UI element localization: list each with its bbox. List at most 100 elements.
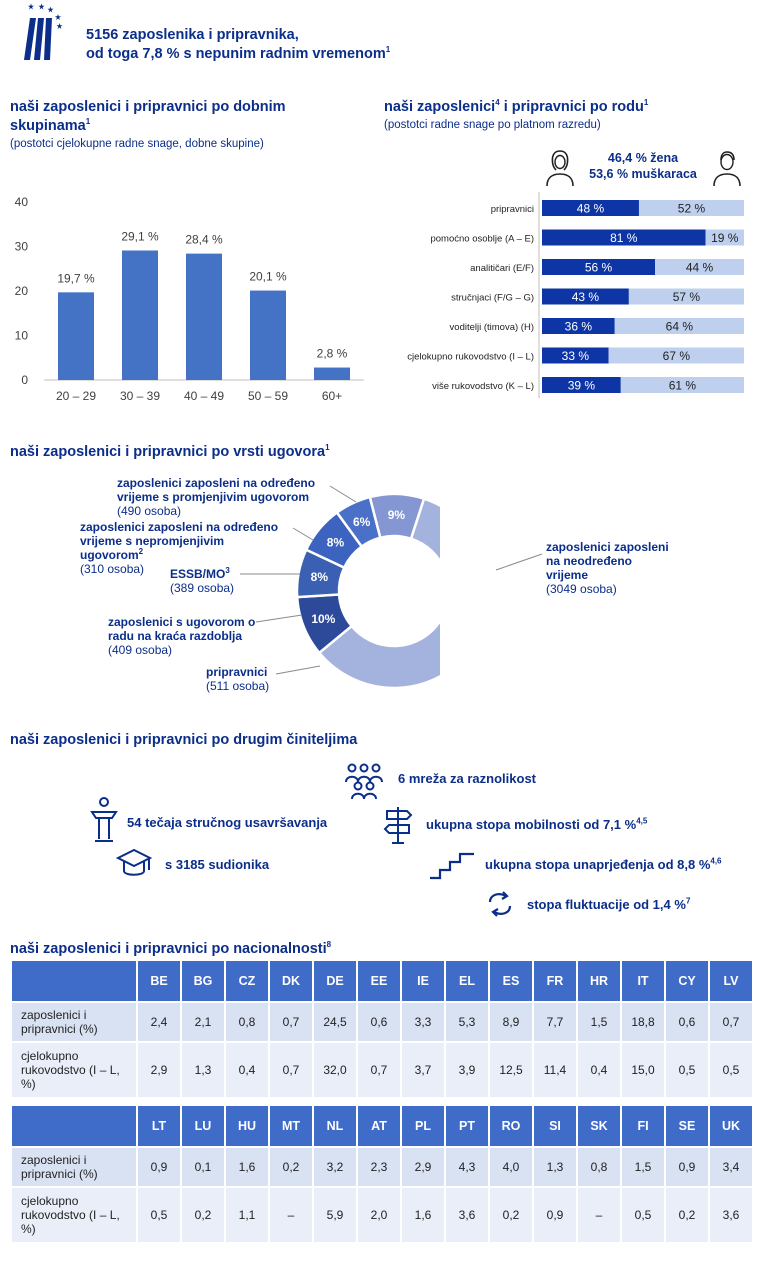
gender-bar-men bbox=[614, 318, 744, 334]
nationality-value-cell: 15,0 bbox=[622, 1041, 664, 1097]
nationality-value-cell: 0,6 bbox=[358, 1001, 400, 1041]
age-bar-value-label: 29,1 % bbox=[121, 230, 159, 244]
gender-category-label: pripravnici bbox=[491, 204, 534, 215]
label-trainees-count: (511 osoba) bbox=[206, 679, 270, 693]
gender-bar-men bbox=[608, 347, 744, 364]
nationality-value-cell: 0,9 bbox=[138, 1146, 180, 1186]
nationality-value-cell: 0,2 bbox=[666, 1186, 708, 1242]
country-code-cell: FI bbox=[622, 1106, 664, 1146]
label-short-contract: zaposlenici s ugovorom o radu na kraća r… bbox=[108, 615, 268, 657]
country-code-cell: LU bbox=[182, 1106, 224, 1146]
age-category-label: 40 – 49 bbox=[184, 389, 224, 403]
nationality-value-cell: 24,5 bbox=[314, 1001, 356, 1041]
label-trainees-text: pripravnici bbox=[206, 665, 268, 679]
age-ytick-label: 30 bbox=[15, 240, 29, 254]
nationality-value-cell: 2,9 bbox=[402, 1146, 444, 1186]
donut-slice-label: 9% bbox=[388, 508, 406, 522]
gender-bar-men bbox=[655, 259, 744, 275]
gender-bar-women bbox=[542, 259, 656, 275]
gender-women-label: 48 % bbox=[577, 202, 605, 216]
nationality-value-cell: 1,3 bbox=[534, 1146, 576, 1186]
age-bar bbox=[250, 290, 286, 380]
nationality-header-row: BE BG CZ DK DE EE IE EL ES FR HR IT CY LV bbox=[12, 961, 752, 1001]
gender-women-label: 43 % bbox=[572, 290, 600, 304]
donut-slice bbox=[317, 497, 440, 690]
gender-men-label: 44 % bbox=[686, 261, 714, 275]
turnover-arrows-icon bbox=[488, 891, 512, 917]
nationality-value-cell: 1,6 bbox=[402, 1186, 444, 1242]
country-code-cell: SI bbox=[534, 1106, 576, 1146]
gender-women-label: 81 % bbox=[610, 231, 638, 245]
label-fixed-contract: zaposlenici zaposleni na određeno vrijem… bbox=[80, 520, 290, 576]
country-code-cell: NL bbox=[314, 1106, 356, 1146]
gender-bar-women bbox=[542, 229, 706, 246]
nationality-value-cell: 1,6 bbox=[226, 1146, 268, 1186]
nationality-management-row: cjelokupno rukovodstvo (I – L, %) 0,5 0,2 1… bbox=[12, 1186, 752, 1242]
country-code-cell: RO bbox=[490, 1106, 532, 1146]
header-line1: 5156 zaposlenika i pripravnika, bbox=[86, 27, 299, 43]
age-ytick-label: 10 bbox=[15, 329, 29, 343]
country-code-cell: MT bbox=[270, 1106, 312, 1146]
country-code-cell: CY bbox=[666, 961, 708, 1001]
lectern-icon bbox=[90, 797, 118, 842]
mobility-value: ukupna stopa mobilnosti od 7,1 % bbox=[426, 817, 637, 832]
label-permanent: zaposlenici zaposleni na neodređeno vrij… bbox=[546, 540, 676, 596]
promotion-footnote: 4,6 bbox=[710, 856, 722, 866]
age-category-label: 30 – 39 bbox=[120, 389, 160, 403]
country-code-cell: CZ bbox=[226, 961, 268, 1001]
nationality-value-cell: 7,7 bbox=[534, 1001, 576, 1041]
donut-leader-lines bbox=[240, 485, 543, 675]
leader-line-permanent bbox=[495, 553, 543, 571]
nationality-value-cell: 1,5 bbox=[622, 1146, 664, 1186]
nationality-value-cell: 0,5 bbox=[710, 1041, 752, 1097]
nationality-value-cell: 3,6 bbox=[446, 1186, 488, 1242]
promotion-value: ukupna stopa unaprjeđenja od 8,8 % bbox=[485, 857, 711, 872]
contract-donut-chart: 59%10%8%8%6%9% bbox=[295, 492, 440, 690]
row-label-cell: cjelokupno rukovodstvo (I – L, %) bbox=[12, 1186, 136, 1242]
age-bar bbox=[186, 253, 222, 380]
age-title-footnote: 1 bbox=[85, 117, 91, 127]
nationality-section-title: naši zaposlenici i pripravnici po nacion… bbox=[10, 940, 331, 959]
gender-women-label: 39 % bbox=[568, 379, 596, 393]
label-permanent-text: zaposlenici zaposleni na neodređeno vrij… bbox=[546, 540, 669, 582]
nationality-value-cell: 1,1 bbox=[226, 1186, 268, 1242]
nationality-table-1: BE BG CZ DK DE EE IE EL ES FR HR IT CY LV zaposlenici … bbox=[10, 961, 754, 1097]
row-label-cell: cjelokupno rukovodstvo (I – L, %) bbox=[12, 1041, 136, 1097]
gender-men-label: 57 % bbox=[673, 290, 701, 304]
nationality-value-cell: 32,0 bbox=[314, 1041, 356, 1097]
promotion-text: ukupna stopa unaprjeđenja od 8,8 %4,6 bbox=[485, 857, 722, 872]
gender-bar-women bbox=[542, 347, 609, 364]
nationality-value-cell: 3,3 bbox=[402, 1001, 444, 1041]
nationality-management-row: cjelokupno rukovodstvo (I – L, %) 2,9 1,3 0… bbox=[12, 1041, 752, 1097]
gender-bar-women bbox=[542, 377, 621, 393]
country-code-cell: IE bbox=[402, 961, 444, 1001]
nationality-value-cell: 2,0 bbox=[358, 1186, 400, 1242]
gender-category-label: analitičari (E/F) bbox=[470, 263, 534, 274]
nationality-table-2: LT LU HU MT NL AT PL PT RO SI SK FI SE UK zaposlenici … bbox=[10, 1106, 754, 1242]
nationality-value-cell: 2,9 bbox=[138, 1041, 180, 1097]
nationality-value-cell: 0,2 bbox=[270, 1146, 312, 1186]
nationality-value-cell: 4,0 bbox=[490, 1146, 532, 1186]
country-code-cell: BG bbox=[182, 961, 224, 1001]
label-variable-contract: zaposlenici zaposleni na određeno vrijem… bbox=[117, 476, 327, 518]
contract-section-title: naši zaposlenici i pripravnici po vrsti … bbox=[10, 443, 330, 462]
turnover-footnote: 7 bbox=[685, 896, 691, 906]
nationality-value-cell: 0,1 bbox=[182, 1146, 224, 1186]
label-fixed-contract-text: zaposlenici zaposleni na određeno vrijem… bbox=[80, 520, 279, 562]
label-essb: ESSB/MO3 (389 osoba) bbox=[170, 567, 250, 596]
gender-bar-men bbox=[620, 377, 744, 393]
nationality-value-cell: – bbox=[270, 1186, 312, 1242]
label-short-contract-count: (409 osoba) bbox=[108, 643, 173, 657]
gender-men-label: 19 % bbox=[711, 231, 739, 245]
country-code-cell: IT bbox=[622, 961, 664, 1001]
gender-section-title: naši zaposlenici4 i pripravnici po rodu1 bbox=[384, 98, 648, 117]
label-fixed-contract-footnote: 2 bbox=[138, 547, 144, 556]
age-category-label: 50 – 59 bbox=[248, 389, 288, 403]
nationality-value-cell: 0,8 bbox=[578, 1146, 620, 1186]
donut-slice-label: 6% bbox=[353, 515, 371, 529]
nationality-staff-row: zaposlenici i pripravnici (%) 0,9 0,1 1,6 0,… bbox=[12, 1146, 752, 1186]
nationality-header-row: LT LU HU MT NL AT PL PT RO SI SK FI SE UK bbox=[12, 1106, 752, 1146]
nationality-value-cell: 3,7 bbox=[402, 1041, 444, 1097]
country-code-cell: PL bbox=[402, 1106, 444, 1146]
leader-line-variable bbox=[329, 485, 357, 503]
